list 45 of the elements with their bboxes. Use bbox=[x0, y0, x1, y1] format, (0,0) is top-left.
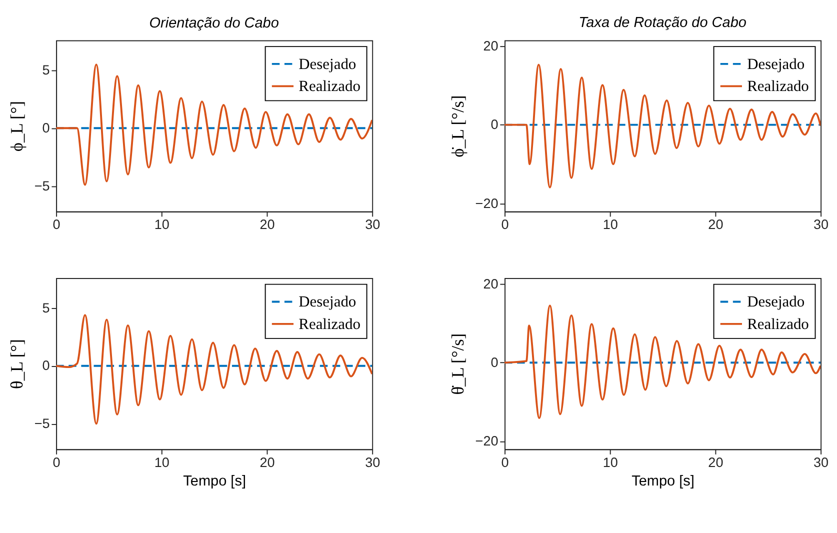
legend-label: Desejado bbox=[298, 294, 356, 311]
x-tick-label: 0 bbox=[501, 217, 509, 232]
x-tick-label: 10 bbox=[602, 455, 618, 470]
x-tick-label: 20 bbox=[260, 217, 275, 232]
chart-title: Taxa de Rotação do Cabo bbox=[578, 14, 746, 31]
y-tick-label: 0 bbox=[490, 117, 498, 132]
legend-label: Realizado bbox=[747, 78, 810, 96]
x-tick-label: 30 bbox=[365, 217, 380, 232]
y-tick-label: −20 bbox=[475, 434, 498, 449]
y-tick-label: 20 bbox=[483, 276, 498, 292]
legend-label: Desejado bbox=[747, 56, 805, 73]
x-axis-title: Tempo [s] bbox=[183, 473, 246, 490]
y-tick-label: −20 bbox=[475, 196, 498, 211]
x-tick-label: 0 bbox=[52, 217, 60, 232]
y-tick-label: 0 bbox=[490, 354, 498, 370]
legend-label: Realizado bbox=[298, 78, 361, 96]
x-tick-label: 10 bbox=[154, 217, 170, 232]
y-axis-title: ϕ_L [°] bbox=[8, 100, 27, 152]
y-tick-label: 20 bbox=[483, 38, 498, 54]
y-tick-label: 5 bbox=[42, 62, 50, 78]
y-axis-title: ϕ̇_L [°/s] bbox=[448, 95, 468, 158]
y-tick-label: 0 bbox=[42, 358, 50, 374]
y-axis-title: θ̇_L [°/s] bbox=[448, 333, 468, 395]
x-tick-label: 20 bbox=[708, 455, 724, 470]
y-tick-label: −5 bbox=[34, 416, 50, 432]
x-tick-label: 0 bbox=[52, 455, 60, 470]
x-tick-label: 30 bbox=[814, 217, 829, 232]
x-tick-label: 30 bbox=[365, 455, 380, 470]
chart-title: Orientação do Cabo bbox=[149, 16, 279, 32]
y-tick-label: 0 bbox=[42, 120, 50, 136]
x-tick-label: 20 bbox=[260, 455, 275, 470]
x-tick-label: 30 bbox=[814, 455, 829, 470]
line-series bbox=[56, 314, 372, 425]
legend-label: Realizado bbox=[747, 316, 810, 333]
y-axis-title: θ_L [°] bbox=[8, 339, 27, 389]
x-tick-label: 10 bbox=[154, 455, 170, 470]
legend-label: Desejado bbox=[747, 294, 805, 311]
y-tick-label: 5 bbox=[42, 300, 50, 316]
x-axis-title: Tempo [s] bbox=[632, 473, 694, 490]
legend-label: Desejado bbox=[298, 56, 356, 73]
x-tick-label: 0 bbox=[501, 455, 509, 470]
legend-label: Realizado bbox=[298, 316, 361, 333]
x-tick-label: 10 bbox=[602, 217, 618, 232]
x-tick-label: 20 bbox=[708, 217, 724, 232]
y-tick-label: −5 bbox=[34, 178, 50, 194]
